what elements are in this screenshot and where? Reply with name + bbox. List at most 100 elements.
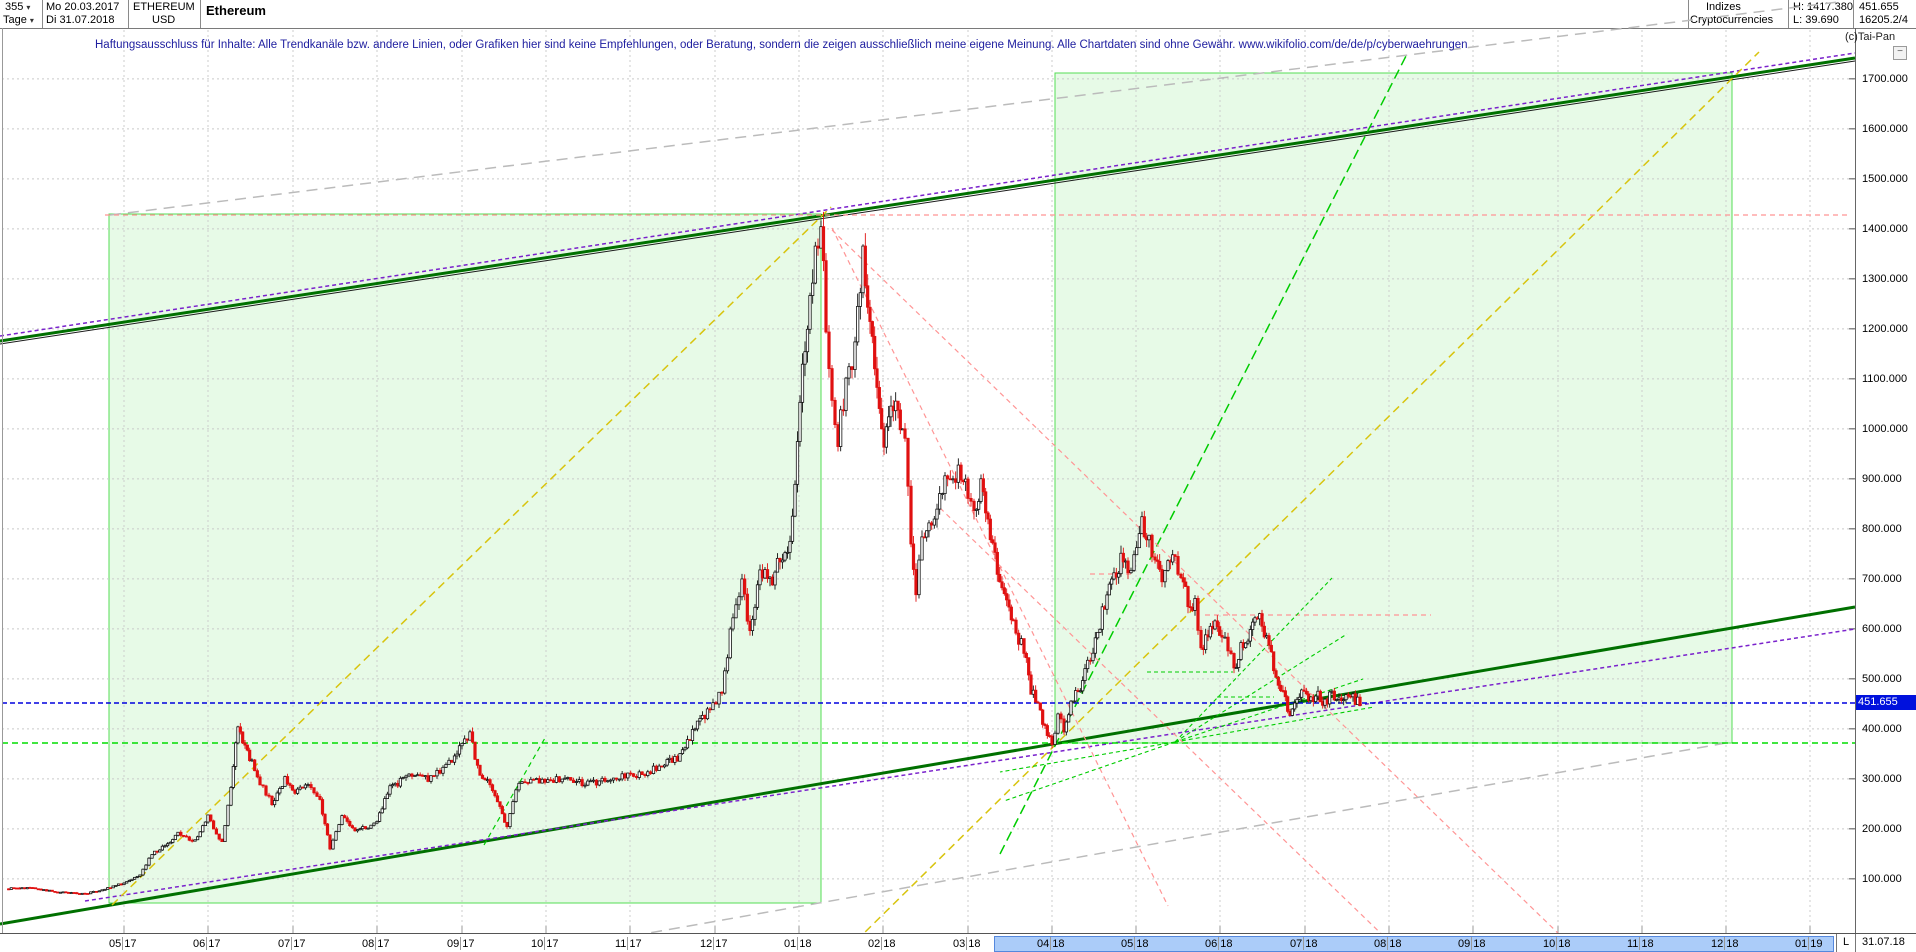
candle-body xyxy=(108,887,113,890)
candle-body xyxy=(795,441,800,485)
candle-body xyxy=(275,792,279,801)
candle-body xyxy=(574,781,579,783)
candle-body xyxy=(1074,690,1078,702)
candle-body xyxy=(974,508,978,511)
candle-body xyxy=(398,777,403,787)
candle-body xyxy=(856,305,860,343)
candle-body xyxy=(176,831,180,836)
candle-body xyxy=(1117,573,1121,578)
header-divider xyxy=(128,0,129,28)
candle-body xyxy=(520,781,524,784)
candle-body xyxy=(1332,690,1336,701)
y-axis-label: 1500.000 xyxy=(1862,172,1908,185)
pink-down-mid xyxy=(831,229,1563,938)
header-divider xyxy=(1688,0,1689,28)
lime-fan-4 xyxy=(1174,706,1375,743)
candle-body xyxy=(1069,700,1073,716)
candle-body xyxy=(646,771,650,776)
candle-body xyxy=(485,779,490,782)
candle-body xyxy=(1014,619,1018,634)
candle-body xyxy=(312,787,316,794)
candle-body xyxy=(1091,652,1095,662)
candle-body xyxy=(803,351,807,365)
candle-body xyxy=(106,887,110,890)
candle-body xyxy=(150,854,154,859)
candle-body xyxy=(12,887,16,890)
period-value-select[interactable]: 355 ▾ xyxy=(5,1,30,14)
candle-body xyxy=(337,824,341,833)
candle-body xyxy=(827,331,831,370)
candle-body xyxy=(396,782,400,787)
candle-body xyxy=(517,782,521,791)
candle-body xyxy=(720,691,724,694)
candle-body xyxy=(954,478,958,483)
candle-body xyxy=(1158,560,1162,570)
candle-body xyxy=(1267,635,1271,646)
candle-body xyxy=(773,571,777,586)
candle-body xyxy=(243,742,247,746)
candle-body xyxy=(805,328,810,353)
chevron-down-icon[interactable]: ▾ xyxy=(26,3,31,12)
candle-body xyxy=(988,518,992,541)
candle-body xyxy=(355,829,360,832)
candle-body xyxy=(1163,570,1167,583)
candle-body xyxy=(50,889,54,892)
candle-body xyxy=(363,826,368,829)
candle-body xyxy=(438,770,442,774)
candle-body xyxy=(995,551,999,575)
candle-body xyxy=(190,839,194,842)
candle-body xyxy=(69,892,73,894)
candle-body xyxy=(877,387,881,409)
x-axis-label: 11 17 xyxy=(615,937,642,950)
candle-body xyxy=(369,824,373,829)
y-axis-label: 1000.000 xyxy=(1862,422,1908,435)
candle-body xyxy=(293,789,297,794)
candle-body xyxy=(889,405,893,418)
candle-body xyxy=(89,891,93,895)
plot-border-right xyxy=(1855,28,1856,952)
candle-body xyxy=(811,282,815,296)
x-axis-label: 01 18 xyxy=(784,937,812,950)
candle-body xyxy=(130,878,134,881)
candle-body xyxy=(15,887,19,890)
candle-body xyxy=(1153,556,1157,561)
candle-body xyxy=(432,775,436,778)
y-axis-label: 1100.000 xyxy=(1862,372,1908,385)
x-axis-label: 12 18 xyxy=(1711,937,1739,950)
candle-body xyxy=(614,777,619,780)
candle-body xyxy=(278,788,282,794)
candle-body xyxy=(182,835,186,837)
candle-body xyxy=(1110,578,1114,585)
candle-body xyxy=(930,522,934,526)
candle-body xyxy=(361,826,365,830)
chevron-down-icon[interactable]: ▾ xyxy=(29,16,34,25)
upper-channel-violet xyxy=(0,52,1856,337)
candle-body xyxy=(490,784,495,792)
candle-body xyxy=(250,759,254,762)
candle-body xyxy=(418,774,422,777)
candle-body xyxy=(977,501,981,510)
y-axis-label: 1300.000 xyxy=(1862,272,1908,285)
candle-body xyxy=(214,828,218,835)
period-unit: Tage xyxy=(3,14,27,26)
candle-body xyxy=(1196,598,1200,631)
minimize-button[interactable]: − xyxy=(1893,46,1907,60)
candle-body xyxy=(83,892,87,895)
candle-body xyxy=(460,742,464,747)
candle-body xyxy=(690,729,695,741)
period-unit-select[interactable]: Tage ▾ xyxy=(3,14,34,27)
candle-body xyxy=(1105,594,1109,610)
candle-body xyxy=(637,771,641,778)
plot-border-left xyxy=(2,28,3,933)
candle-body xyxy=(158,849,162,853)
candle-body xyxy=(288,783,292,786)
x-axis-label: 04 18 xyxy=(1037,937,1065,950)
candle-body xyxy=(665,759,669,766)
yellow-trend-2 xyxy=(855,51,1760,942)
candle-body xyxy=(258,776,262,786)
candle-body xyxy=(765,569,770,579)
period-high: H: 1417.380 xyxy=(1793,1,1853,13)
candle-body xyxy=(566,777,570,779)
candle-body xyxy=(1232,653,1236,669)
candle-body xyxy=(984,491,988,514)
